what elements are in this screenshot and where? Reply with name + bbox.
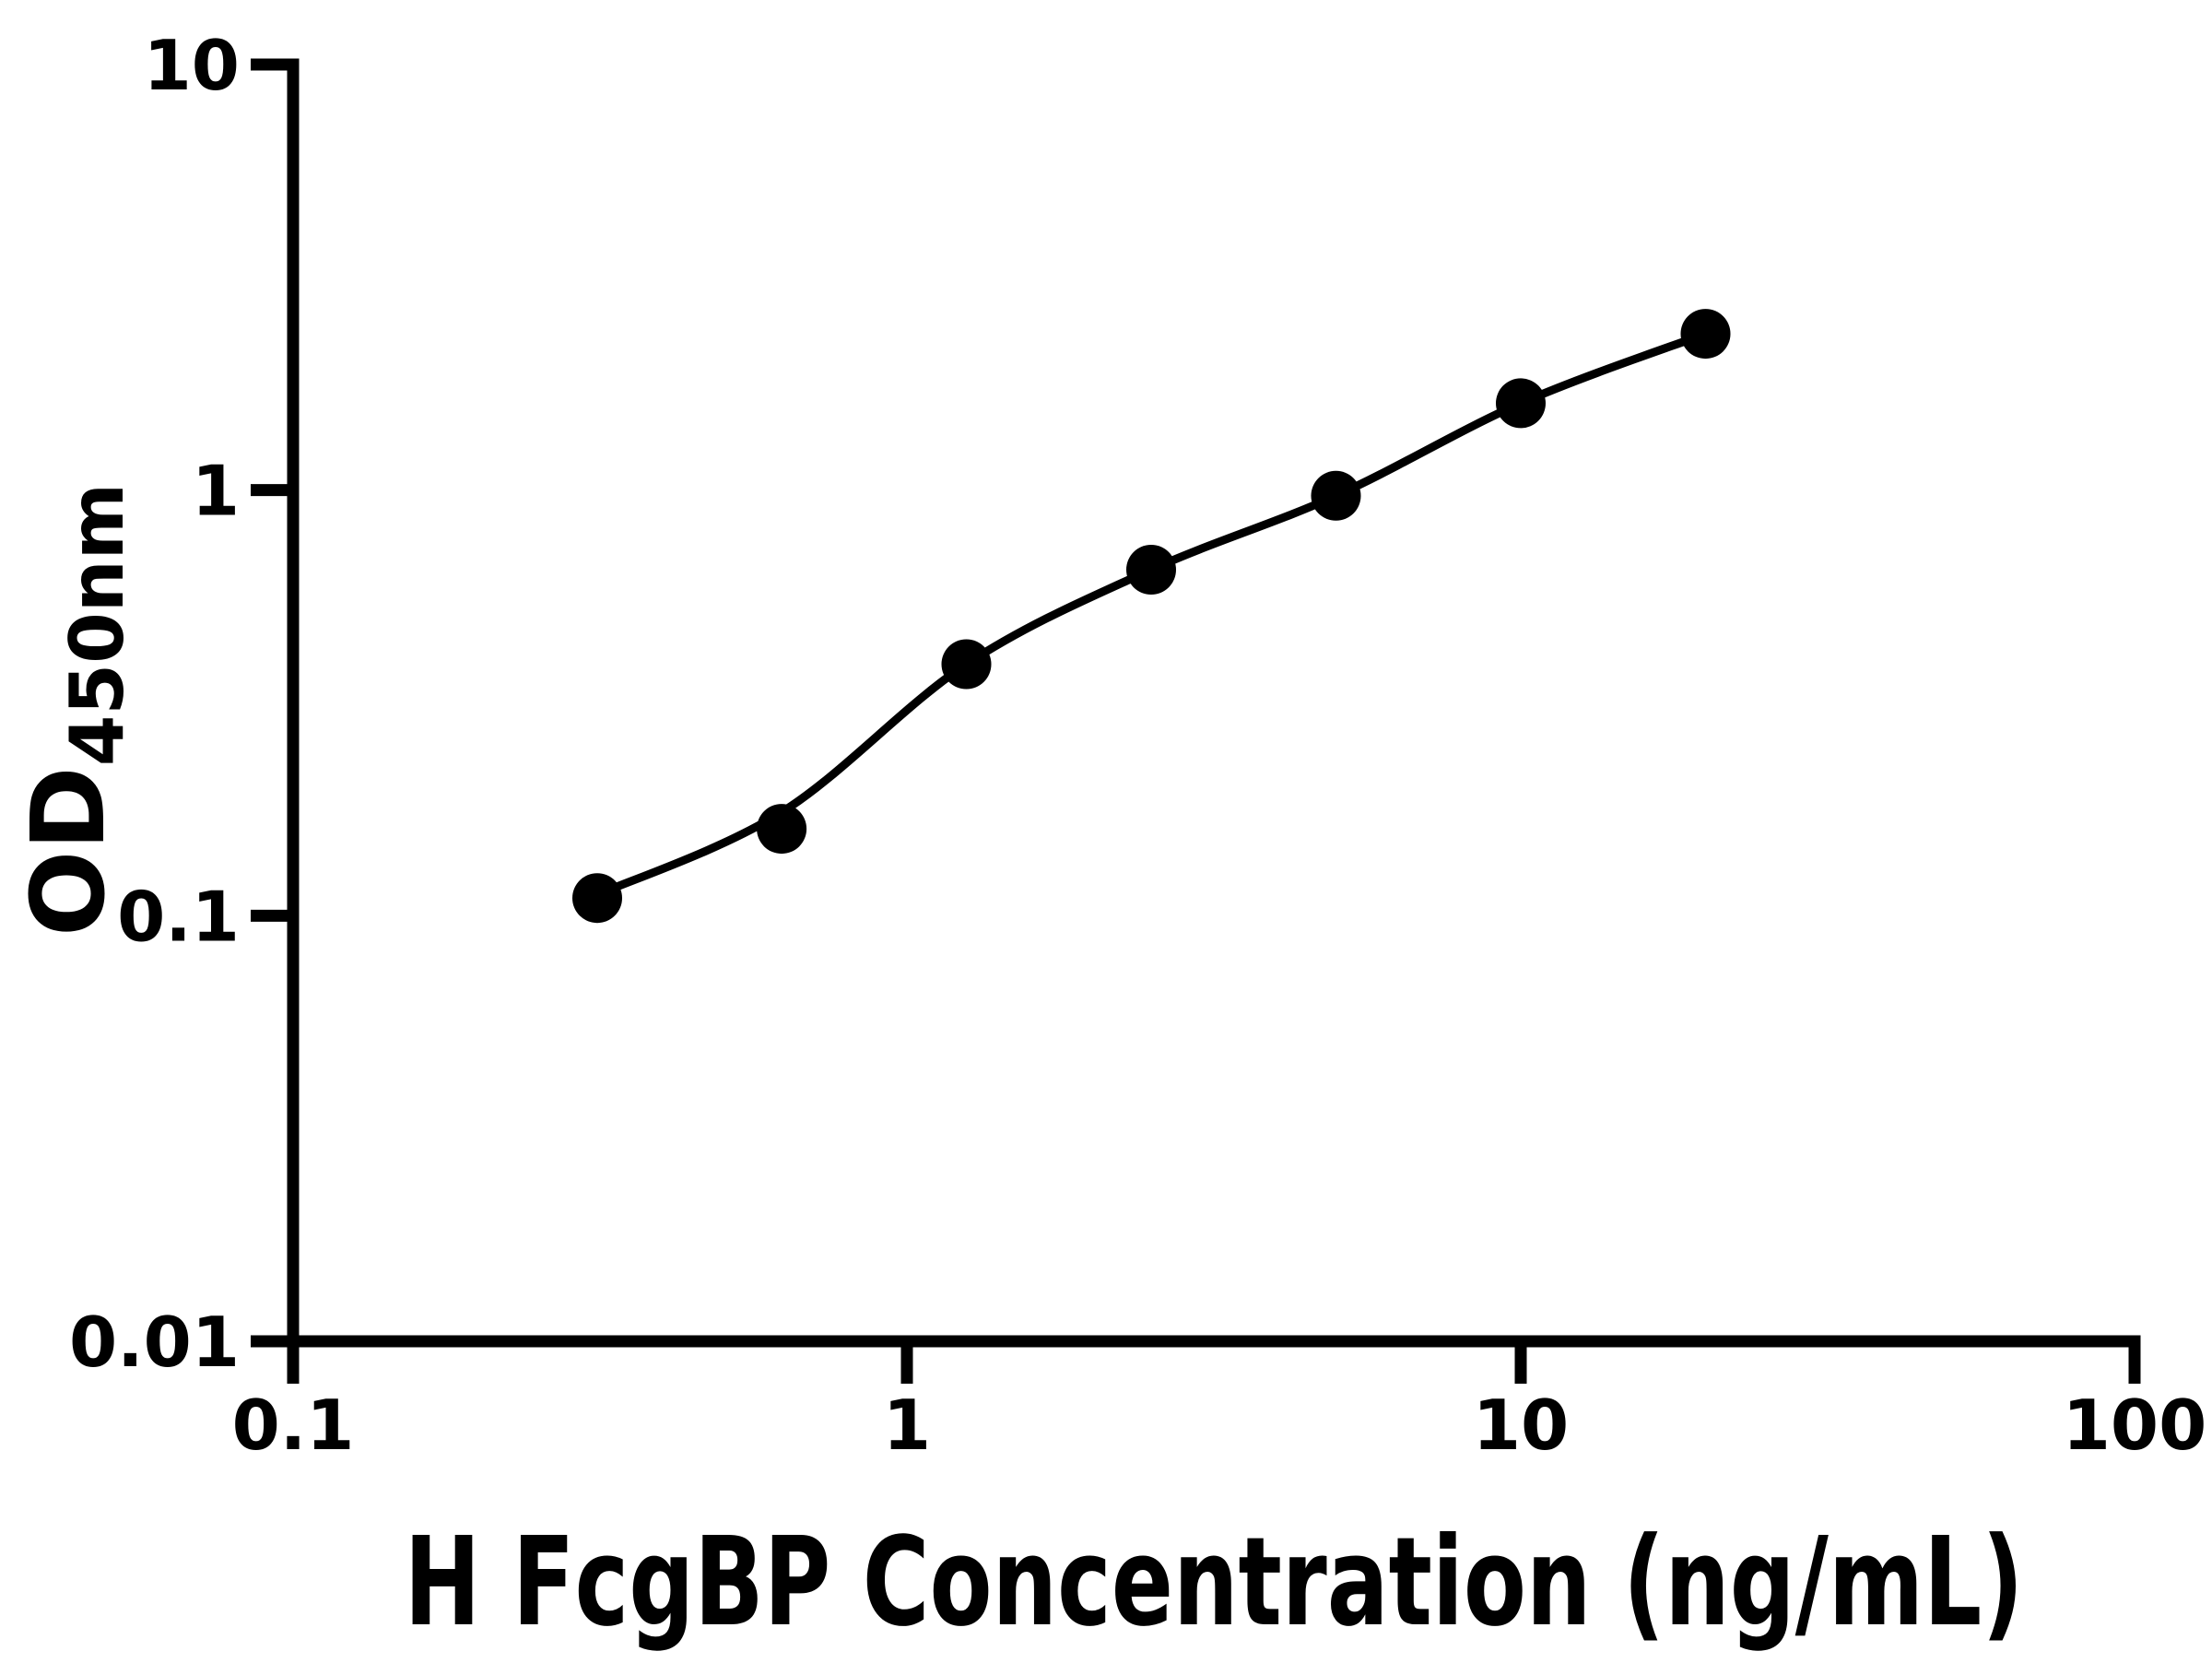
x-tick-label: 0.1	[232, 1385, 355, 1466]
y-axis-title-subscript: 450nm	[54, 483, 140, 766]
y-axis-title-main: OD	[9, 766, 127, 937]
data-point-marker	[1496, 378, 1546, 429]
x-axis-title: H FcgBP Concentration (ng/mL)	[405, 1512, 2024, 1654]
y-tick-label: 0.01	[69, 1302, 240, 1383]
y-tick-label: 10	[144, 25, 240, 106]
y-tick-label: 1	[192, 451, 240, 532]
x-tick-label: 1	[883, 1385, 931, 1466]
x-tick-label: 100	[2063, 1385, 2207, 1466]
data-point-marker	[1126, 545, 1176, 595]
data-point-marker	[572, 873, 622, 924]
data-point-marker	[1311, 470, 1361, 521]
y-axis-title: OD450nm	[9, 483, 140, 937]
data-series-layer	[572, 309, 1731, 924]
data-point-marker	[757, 804, 807, 855]
y-tick-label: 0.1	[117, 876, 240, 957]
data-point-marker	[941, 639, 992, 690]
data-point-marker	[1680, 309, 1731, 360]
x-tick-label: 10	[1473, 1385, 1569, 1466]
